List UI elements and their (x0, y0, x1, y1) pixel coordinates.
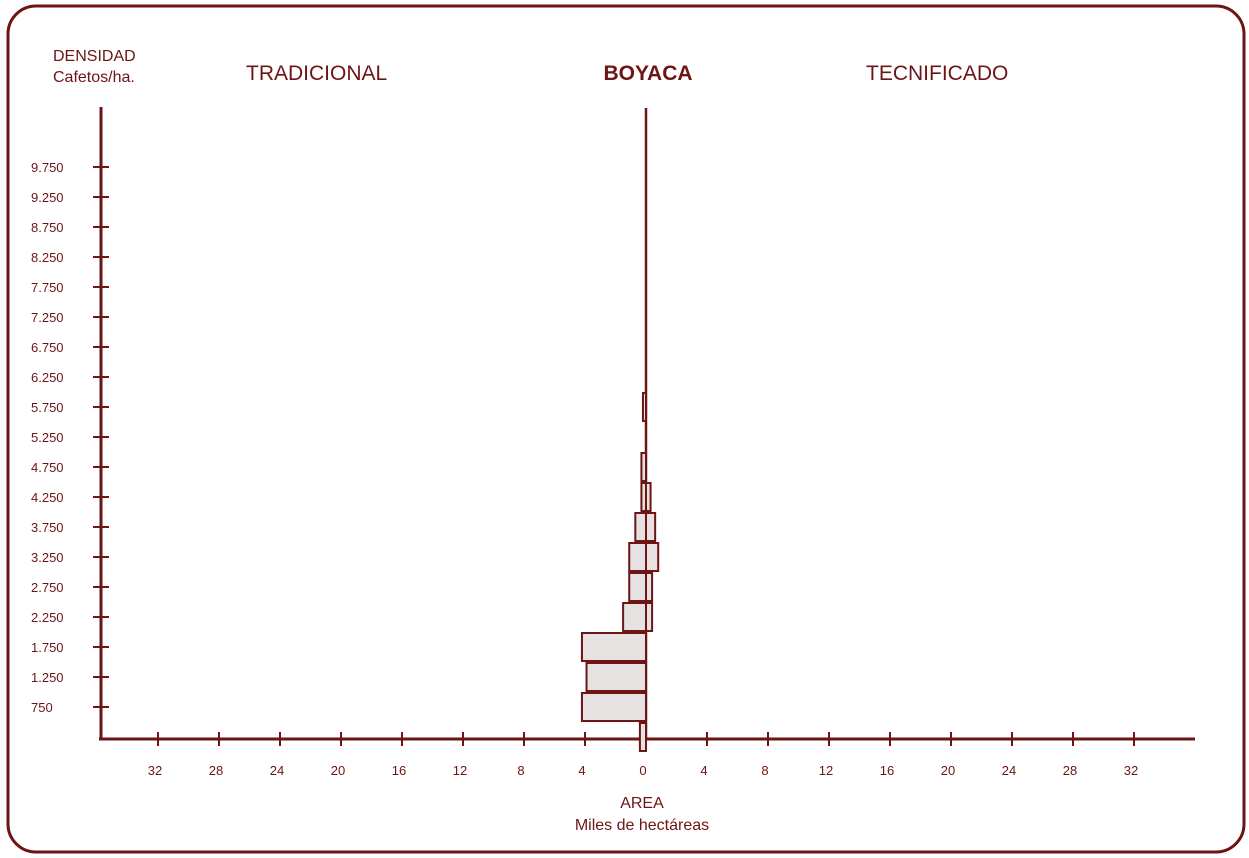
x-tick-label: 0 (639, 763, 646, 778)
y-tick-label: 2.250 (31, 610, 64, 625)
bar-tecnificado-4.250 (645, 482, 652, 512)
bar-tradicional-500 (638, 722, 648, 752)
y-axis-label-line2: Cafetos/ha. (53, 69, 135, 86)
bar-tradicional-3.750 (634, 512, 648, 542)
y-tick-label: 750 (31, 700, 53, 715)
y-tick-label: 9.250 (31, 190, 64, 205)
y-tick-label: 7.250 (31, 310, 64, 325)
x-tick-label: 20 (941, 763, 955, 778)
left-panel-label: TRADICIONAL (246, 62, 387, 85)
y-tick-label: 3.250 (31, 550, 64, 565)
x-axis-label-line1: AREA (620, 795, 664, 812)
y-tick-label: 4.250 (31, 490, 64, 505)
bar-tradicional-2.750 (628, 572, 647, 602)
x-tick-label: 32 (1124, 763, 1138, 778)
x-tick-label: 32 (148, 763, 162, 778)
y-tick-label: 8.750 (31, 220, 64, 235)
y-tick-label: 2.750 (31, 580, 64, 595)
bar-tecnificado-3.250 (645, 542, 660, 572)
x-tick-label: 8 (517, 763, 524, 778)
bar-tradicional-3.250 (628, 542, 647, 572)
right-panel-label: TECNIFICADO (866, 62, 1008, 85)
x-tick-label: 24 (1002, 763, 1016, 778)
x-axis-label-line2: Miles de hectáreas (575, 817, 709, 834)
x-tick-label: 4 (578, 763, 585, 778)
bar-tradicional-2.250 (622, 602, 647, 632)
x-tick-label: 28 (209, 763, 223, 778)
bar-tradicional-1.750 (580, 632, 648, 662)
x-tick-label: 12 (819, 763, 833, 778)
y-tick-label: 4.750 (31, 460, 64, 475)
bar-tradicional-4.750 (640, 452, 647, 482)
x-tick-label: 24 (270, 763, 284, 778)
y-tick-label: 9.750 (31, 160, 64, 175)
y-tick-label: 6.750 (31, 340, 64, 355)
y-tick-label: 5.250 (31, 430, 64, 445)
chart-title: BOYACA (603, 62, 692, 85)
x-tick-label: 8 (761, 763, 768, 778)
bar-tradicional-1.250 (585, 662, 648, 692)
y-axis-label-line1: DENSIDAD (53, 48, 136, 65)
x-tick-label: 4 (700, 763, 707, 778)
x-tick-label: 16 (392, 763, 406, 778)
y-tick-label: 1.750 (31, 640, 64, 655)
chart-border (6, 4, 1246, 854)
y-tick-label: 6.250 (31, 370, 64, 385)
bar-tradicional-5.750 (641, 392, 648, 422)
y-tick-label: 1.250 (31, 670, 64, 685)
bar-tradicional-750 (580, 692, 648, 722)
bar-tecnificado-2.750 (645, 572, 654, 602)
bar-tecnificado-3.750 (645, 512, 657, 542)
y-tick-label: 5.750 (31, 400, 64, 415)
x-tick-label: 16 (880, 763, 894, 778)
y-tick-label: 3.750 (31, 520, 64, 535)
y-tick-label: 8.250 (31, 250, 64, 265)
y-tick-label: 7.750 (31, 280, 64, 295)
x-tick-label: 28 (1063, 763, 1077, 778)
x-tick-label: 20 (331, 763, 345, 778)
x-tick-label: 12 (453, 763, 467, 778)
bar-tecnificado-2.250 (645, 602, 654, 632)
